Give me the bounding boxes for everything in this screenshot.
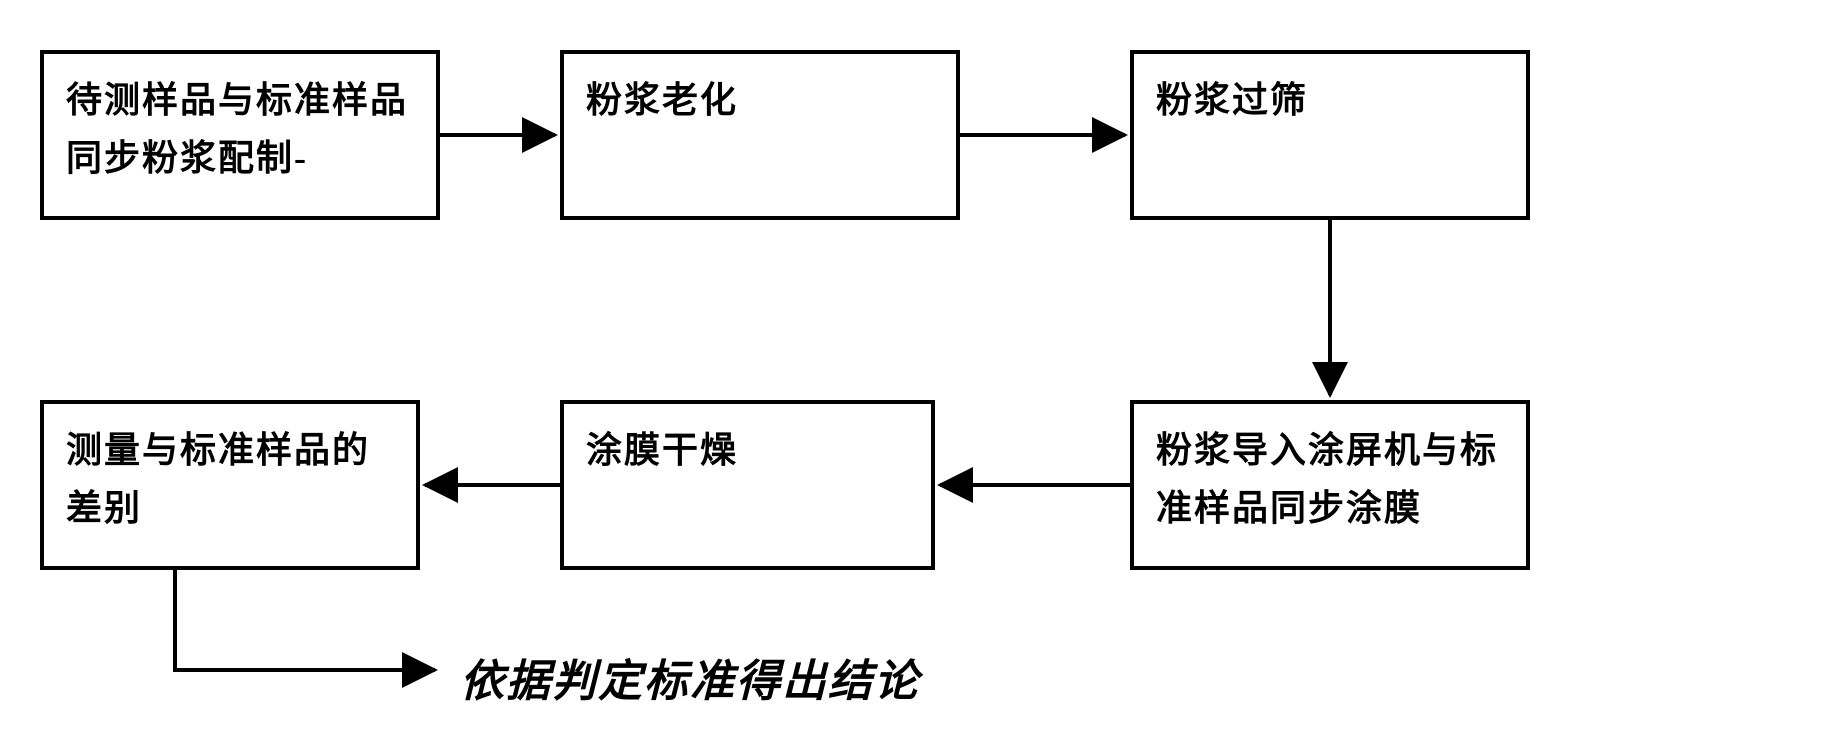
flow-node-1: 待测样品与标准样品同步粉浆配制- <box>40 50 440 220</box>
flow-node-3-label: 粉浆过筛 <box>1156 80 1308 120</box>
flow-node-4: 粉浆导入涂屏机与标准样品同步涂膜 <box>1130 400 1530 570</box>
edge-6-final <box>175 570 435 670</box>
flow-node-2-label: 粉浆老化 <box>586 80 738 120</box>
flow-node-1-label: 待测样品与标准样品同步粉浆配制- <box>66 80 408 178</box>
flow-node-2: 粉浆老化 <box>560 50 960 220</box>
flow-node-5-label: 涂膜干燥 <box>586 430 738 470</box>
flow-node-3: 粉浆过筛 <box>1130 50 1530 220</box>
flow-node-5: 涂膜干燥 <box>560 400 935 570</box>
final-text: 依据判定标准得出结论 <box>460 645 920 709</box>
flow-node-6-label: 测量与标准样品的差别 <box>66 430 370 528</box>
final-text-label: 依据判定标准得出结论 <box>460 657 920 706</box>
flow-node-4-label: 粉浆导入涂屏机与标准样品同步涂膜 <box>1156 430 1498 528</box>
flow-node-6: 测量与标准样品的差别 <box>40 400 420 570</box>
